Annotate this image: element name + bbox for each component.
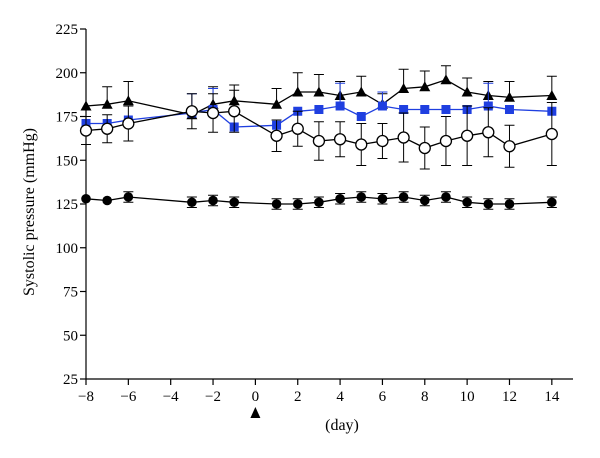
data-point — [335, 193, 345, 204]
data-point — [503, 140, 516, 153]
data-point — [292, 86, 304, 97]
data-point — [398, 192, 409, 202]
x-tick-label: 8 — [421, 389, 429, 405]
series-circle-open — [79, 89, 558, 170]
data-point — [356, 112, 366, 121]
data-point — [187, 197, 197, 208]
x-tick-label: 14 — [544, 389, 560, 405]
x-tick-label: 4 — [336, 389, 344, 405]
data-point — [355, 86, 367, 97]
data-point — [355, 138, 368, 151]
data-point — [483, 101, 493, 111]
data-point — [419, 81, 431, 92]
data-point — [122, 95, 134, 106]
x-tick-label: −8 — [78, 389, 94, 405]
data-point — [271, 199, 282, 209]
plot-area — [79, 65, 558, 210]
data-point — [461, 86, 473, 97]
data-point — [546, 90, 558, 100]
y-tick-label: 75 — [63, 285, 78, 301]
data-point — [397, 131, 410, 144]
data-point — [441, 192, 451, 202]
data-point — [123, 192, 134, 202]
data-point — [482, 126, 495, 139]
y-tick-label: 150 — [56, 153, 79, 169]
data-point — [420, 105, 430, 114]
x-axis-label: (day) — [325, 417, 359, 434]
data-point — [460, 129, 474, 142]
data-point — [462, 197, 472, 208]
data-point — [356, 192, 367, 202]
data-point — [314, 105, 324, 114]
data-point — [312, 134, 326, 148]
y-tick-label: 225 — [56, 22, 79, 38]
data-point — [377, 193, 388, 204]
data-point — [439, 134, 453, 148]
x-tick-label: 12 — [502, 389, 517, 405]
data-point — [229, 197, 240, 208]
y-tick-label: 125 — [56, 197, 79, 213]
data-point — [271, 98, 283, 109]
data-point — [504, 105, 514, 114]
x-tick-label: 0 — [252, 389, 260, 405]
data-point — [313, 86, 325, 97]
data-point — [398, 83, 410, 93]
y-axis-label: Systolic pressure (mmHg) — [21, 128, 38, 296]
x-tick-label: −2 — [205, 389, 221, 405]
data-point — [376, 134, 389, 148]
x-tick-label: 10 — [460, 389, 475, 405]
y-tick-label: 200 — [56, 66, 79, 82]
data-point — [440, 74, 452, 85]
data-point — [441, 105, 451, 114]
treatment-arrow-marker — [250, 407, 261, 418]
data-point — [333, 133, 347, 146]
data-point — [545, 127, 558, 141]
data-point — [335, 101, 345, 111]
data-point — [228, 105, 241, 118]
x-tick-label: 6 — [379, 389, 387, 405]
axes: 25 50 75 100 125 150 175 200 225 −8 −6 −4 −2 0 2 4 6 8 10 1… — [56, 22, 573, 418]
data-point — [377, 101, 387, 111]
data-point — [270, 129, 283, 142]
data-point — [292, 199, 303, 209]
data-point — [503, 91, 515, 102]
data-point — [504, 199, 515, 209]
series-circle-filled — [81, 191, 557, 210]
data-point — [101, 98, 113, 109]
data-point — [418, 141, 431, 155]
y-tick-label: 175 — [56, 110, 79, 126]
data-point — [419, 195, 430, 206]
x-tick-label: −6 — [120, 389, 136, 405]
data-point — [81, 193, 91, 204]
x-tick-label: 2 — [294, 389, 302, 405]
data-point — [208, 195, 218, 206]
data-point — [206, 106, 220, 120]
data-point — [399, 105, 409, 114]
data-point — [291, 122, 304, 135]
data-point — [547, 197, 557, 208]
data-point — [102, 195, 112, 206]
data-point — [122, 117, 135, 130]
data-point — [79, 124, 93, 137]
data-point — [185, 105, 199, 118]
data-point — [101, 122, 114, 135]
y-tick-label: 100 — [56, 241, 79, 257]
data-point — [80, 100, 92, 111]
x-tick-label: −4 — [163, 389, 179, 405]
y-tick-label: 50 — [63, 328, 78, 344]
data-point — [314, 197, 324, 208]
y-tick-label: 25 — [63, 372, 78, 388]
data-point — [483, 199, 494, 209]
